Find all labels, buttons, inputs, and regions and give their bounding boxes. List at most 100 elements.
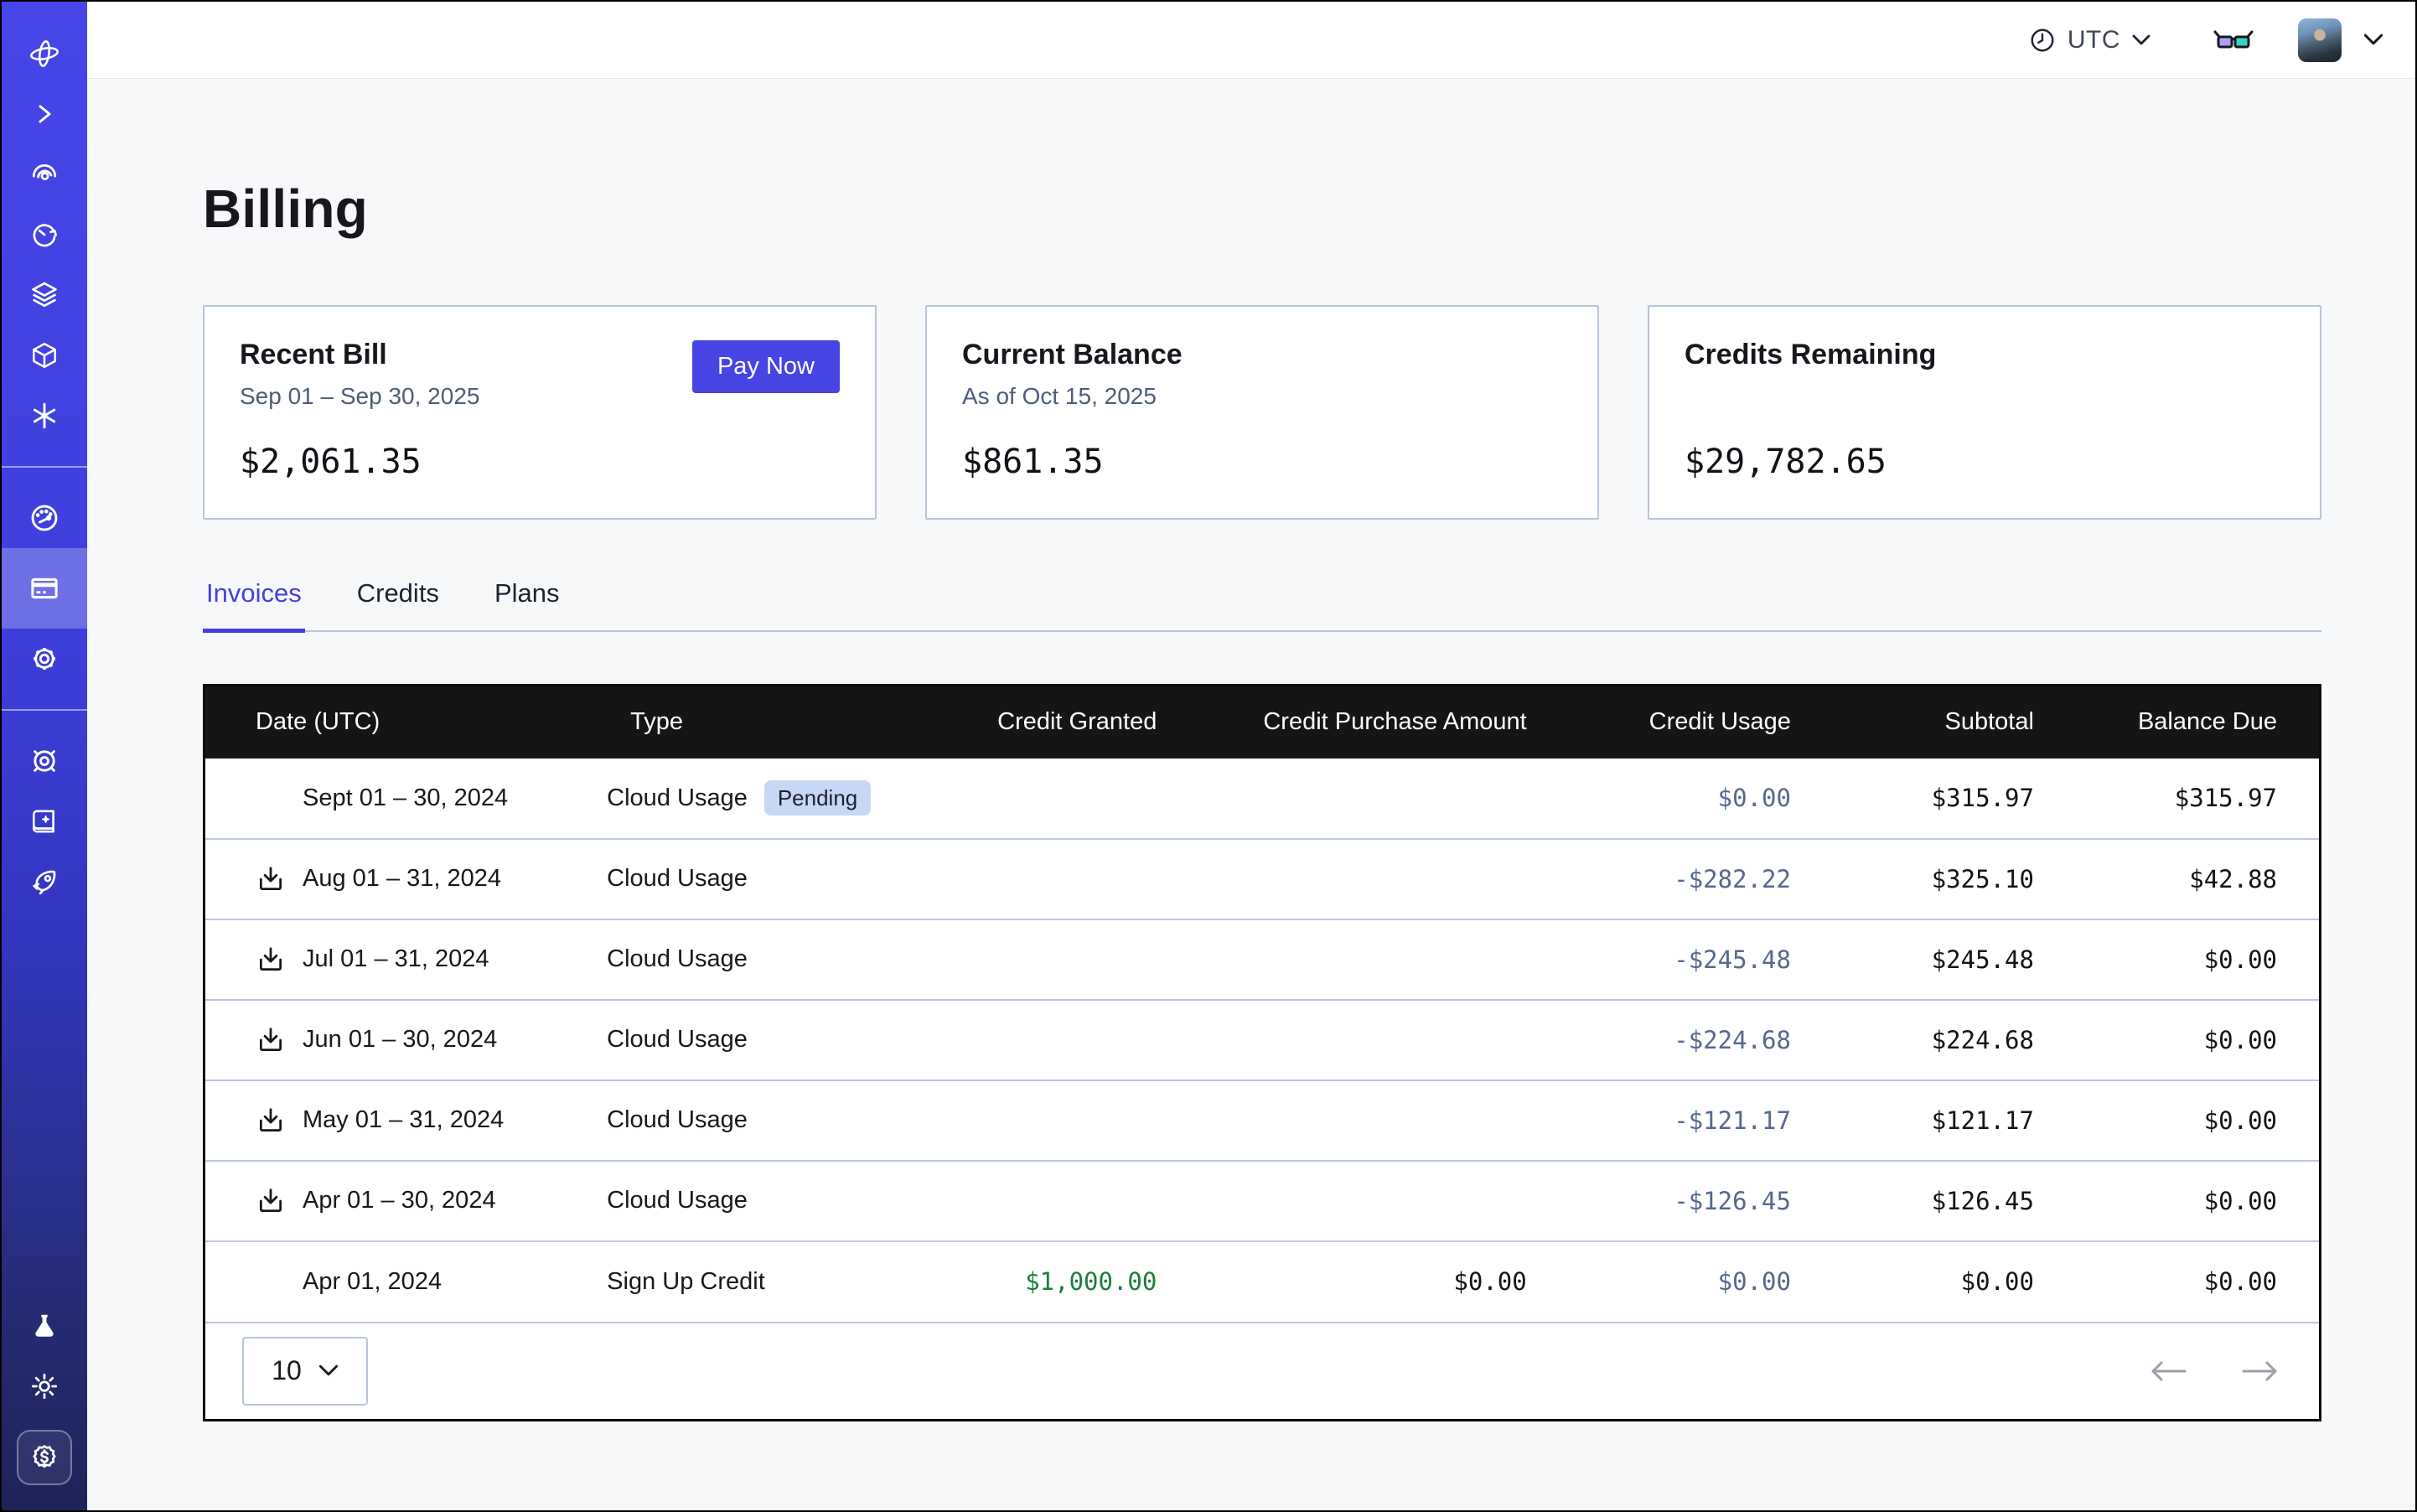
download-invoice-icon[interactable] — [256, 1186, 303, 1216]
credit-purchase-value — [1198, 1161, 1568, 1241]
sidebar-item-theme-sun-icon[interactable] — [2, 1356, 87, 1416]
balance-due-value: $315.97 — [2076, 759, 2319, 839]
balance-due-value: $42.88 — [2076, 839, 2319, 919]
credit-usage-value: -$224.68 — [1569, 1000, 1833, 1080]
invoice-type: Cloud Usage — [607, 784, 748, 812]
download-invoice-icon[interactable] — [256, 1106, 303, 1136]
credit-granted-value: $1,000.00 — [924, 1241, 1198, 1322]
invoice-type: Cloud Usage — [607, 1026, 748, 1054]
app-window: UTC Billing — [0, 0, 2417, 1512]
pay-now-button[interactable]: Pay Now — [692, 340, 840, 393]
billing-tabs: Invoices Credits Plans — [203, 578, 2321, 632]
invoice-row[interactable]: Jun 01 – 30, 2024 Cloud Usage -$224.68 $… — [205, 1000, 2319, 1080]
subtotal-value: $224.68 — [1833, 1000, 2076, 1080]
tab-plans[interactable]: Plans — [491, 578, 563, 633]
invoice-date: Jul 01 – 31, 2024 — [303, 945, 489, 973]
sidebar-item-settings-gear-icon[interactable] — [2, 629, 87, 689]
sidebar-item-support-helm-icon[interactable] — [2, 731, 87, 791]
subtotal-value: $126.45 — [1833, 1161, 2076, 1241]
account-menu-chevron-down-icon[interactable] — [2363, 34, 2383, 46]
user-avatar[interactable] — [2298, 18, 2342, 62]
sidebar-item-asterisk-icon[interactable] — [2, 386, 87, 446]
card-subtitle: As of Oct 15, 2025 — [962, 383, 1183, 410]
invoice-type: Cloud Usage — [607, 945, 748, 973]
credit-usage-value: -$126.45 — [1569, 1161, 1833, 1241]
pricing-dollar-badge-button[interactable] — [17, 1430, 72, 1485]
col-balance-due: Balance Due — [2076, 686, 2319, 759]
subtotal-value: $315.97 — [1833, 759, 2076, 839]
current-balance-amount: $861.35 — [962, 443, 1562, 481]
invoice-type: Cloud Usage — [607, 1106, 748, 1134]
sidebar-item-docs-book-icon[interactable] — [2, 791, 87, 852]
sidebar-item-vision-icon[interactable] — [2, 144, 87, 205]
table-pagination: 10 — [205, 1322, 2319, 1419]
sidebar-item-timer-icon[interactable] — [2, 205, 87, 265]
credit-granted-value — [924, 839, 1198, 919]
invoice-row[interactable]: May 01 – 31, 2024 Cloud Usage -$121.17 $… — [205, 1080, 2319, 1161]
subtotal-value: $245.48 — [1833, 919, 2076, 1000]
next-page-arrow-icon[interactable] — [2238, 1359, 2282, 1384]
credit-purchase-value — [1198, 919, 1568, 1000]
chevron-down-icon — [2132, 34, 2150, 46]
app-logo-icon[interactable] — [2, 23, 87, 84]
card-title: Credits Remaining — [1685, 339, 1936, 371]
invoice-row[interactable]: Sept 01 – 30, 2024 Cloud Usage Pending $… — [205, 759, 2319, 839]
credit-purchase-value — [1198, 839, 1568, 919]
sidebar-item-dashboard-gauge-icon[interactable] — [2, 488, 87, 548]
sidebar-divider — [2, 709, 87, 711]
download-invoice-icon[interactable] — [256, 945, 303, 975]
download-invoice-icon[interactable] — [256, 1025, 303, 1055]
invoice-date: Apr 01 – 30, 2024 — [303, 1187, 496, 1214]
col-date: Date (UTC) — [205, 686, 607, 759]
credit-granted-value — [924, 1000, 1198, 1080]
col-type: Type — [607, 686, 924, 759]
sidebar-collapse-chevron-right-icon[interactable] — [2, 84, 87, 144]
sidebar-item-cube-icon[interactable] — [2, 325, 87, 386]
sidebar-item-billing[interactable] — [2, 548, 87, 629]
subtotal-value: $0.00 — [1833, 1241, 2076, 1322]
credit-granted-value — [924, 1161, 1198, 1241]
sidebar-item-getting-started-rocket-icon[interactable] — [2, 852, 87, 912]
timezone-selector[interactable]: UTC — [2029, 26, 2150, 54]
invoice-type: Cloud Usage — [607, 1187, 748, 1214]
invoice-date: Apr 01, 2024 — [303, 1268, 442, 1296]
table-header-row: Date (UTC) Type Credit Granted Credit Pu… — [205, 686, 2319, 759]
invoice-row[interactable]: Jul 01 – 31, 2024 Cloud Usage -$245.48 $… — [205, 919, 2319, 1000]
invoice-row[interactable]: Apr 01 – 30, 2024 Cloud Usage -$126.45 $… — [205, 1161, 2319, 1241]
tab-credits[interactable]: Credits — [354, 578, 443, 633]
invoices-table: Date (UTC) Type Credit Granted Credit Pu… — [203, 684, 2321, 1421]
credit-purchase-value — [1198, 1080, 1568, 1161]
sidebar-item-labs-flask-icon[interactable] — [2, 1296, 87, 1356]
credits-remaining-card: Credits Remaining $29,782.65 — [1648, 305, 2321, 520]
invoice-type: Cloud Usage — [607, 865, 748, 893]
credit-granted-value — [924, 759, 1198, 839]
sidebar — [2, 2, 87, 1510]
current-balance-card: Current Balance As of Oct 15, 2025 $861.… — [925, 305, 1599, 520]
credit-purchase-value — [1198, 1000, 1568, 1080]
credit-usage-value: -$245.48 — [1569, 919, 1833, 1000]
reader-mode-glasses-icon[interactable] — [2213, 26, 2254, 54]
credit-purchase-value: $0.00 — [1198, 1241, 1568, 1322]
recent-bill-amount: $2,061.35 — [240, 443, 840, 481]
invoice-date: Jun 01 – 30, 2024 — [303, 1026, 497, 1054]
invoice-row[interactable]: Aug 01 – 31, 2024 Cloud Usage -$282.22 $… — [205, 839, 2319, 919]
tab-invoices[interactable]: Invoices — [203, 578, 305, 633]
balance-due-value: $0.00 — [2076, 1080, 2319, 1161]
credit-usage-value: -$121.17 — [1569, 1080, 1833, 1161]
invoice-date: Aug 01 – 31, 2024 — [303, 865, 501, 893]
credit-granted-value — [924, 1080, 1198, 1161]
previous-page-arrow-icon[interactable] — [2146, 1359, 2190, 1384]
page-size-value: 10 — [272, 1355, 302, 1386]
page-size-select[interactable]: 10 — [242, 1337, 368, 1406]
download-invoice-icon[interactable] — [256, 864, 303, 894]
credit-usage-value: -$282.22 — [1569, 839, 1833, 919]
subtotal-value: $325.10 — [1833, 839, 2076, 919]
status-badge: Pending — [764, 780, 871, 816]
sidebar-item-layers-icon[interactable] — [2, 265, 87, 325]
timezone-label: UTC — [2068, 26, 2120, 54]
subtotal-value: $121.17 — [1833, 1080, 2076, 1161]
invoice-row[interactable]: Apr 01, 2024 Sign Up Credit $1,000.00 $0… — [205, 1241, 2319, 1322]
recent-bill-card: Recent Bill Sep 01 – Sep 30, 2025 Pay No… — [203, 305, 877, 520]
credit-granted-value — [924, 919, 1198, 1000]
invoice-type: Sign Up Credit — [607, 1268, 765, 1296]
